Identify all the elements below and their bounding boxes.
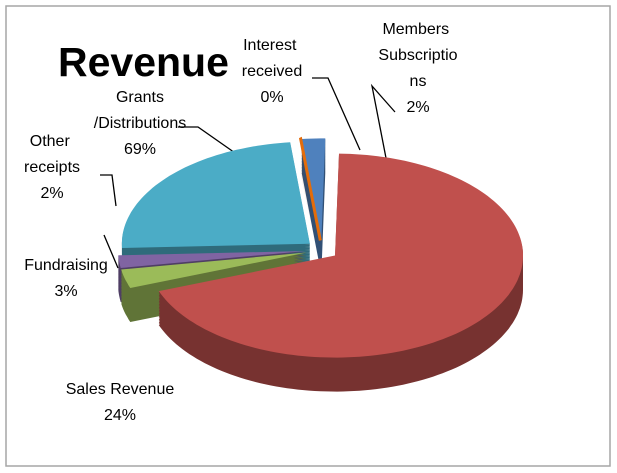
leader-line <box>370 83 396 159</box>
slice <box>298 136 322 241</box>
data-label-category: Members Subscriptio ns <box>378 21 457 90</box>
data-label-value: 3% <box>54 283 77 300</box>
slice <box>121 142 310 248</box>
data-label-category: Fundraising <box>24 257 108 274</box>
label-line: Fundraising <box>24 257 108 274</box>
slice <box>301 138 326 241</box>
data-label-value: 0% <box>260 89 283 106</box>
chart-title: Revenue <box>58 39 229 85</box>
data-label-category: Sales Revenue <box>66 381 175 398</box>
label-line: Grants <box>116 89 164 106</box>
label-line: Sales Revenue <box>66 381 175 398</box>
slice-side <box>300 140 321 275</box>
data-label-value: 2% <box>406 99 429 116</box>
label-line: /Distributions <box>94 115 186 132</box>
data-label-value: 2% <box>40 185 63 202</box>
label-line: Subscriptio <box>378 47 457 64</box>
slice <box>121 252 307 288</box>
leader-line <box>103 234 119 269</box>
data-label-category: Interest received <box>242 37 302 80</box>
label-line: ns <box>410 73 427 90</box>
leader-line <box>312 77 361 151</box>
slice <box>118 251 307 268</box>
label-line: receipts <box>24 159 80 176</box>
data-label-category: Other receipts <box>24 133 80 176</box>
leader-line <box>178 126 239 156</box>
data-label-value: 69% <box>124 141 156 158</box>
leader-lines <box>100 77 396 269</box>
data-label-category: Grants/Distributions <box>94 89 186 132</box>
label-line: Interest <box>243 37 301 54</box>
label-line: Other <box>30 133 74 150</box>
data-label-value: 24% <box>104 407 136 424</box>
slice <box>158 153 524 358</box>
label-line: Members <box>382 21 453 38</box>
leader-line <box>100 174 117 207</box>
label-line: received <box>242 63 302 80</box>
